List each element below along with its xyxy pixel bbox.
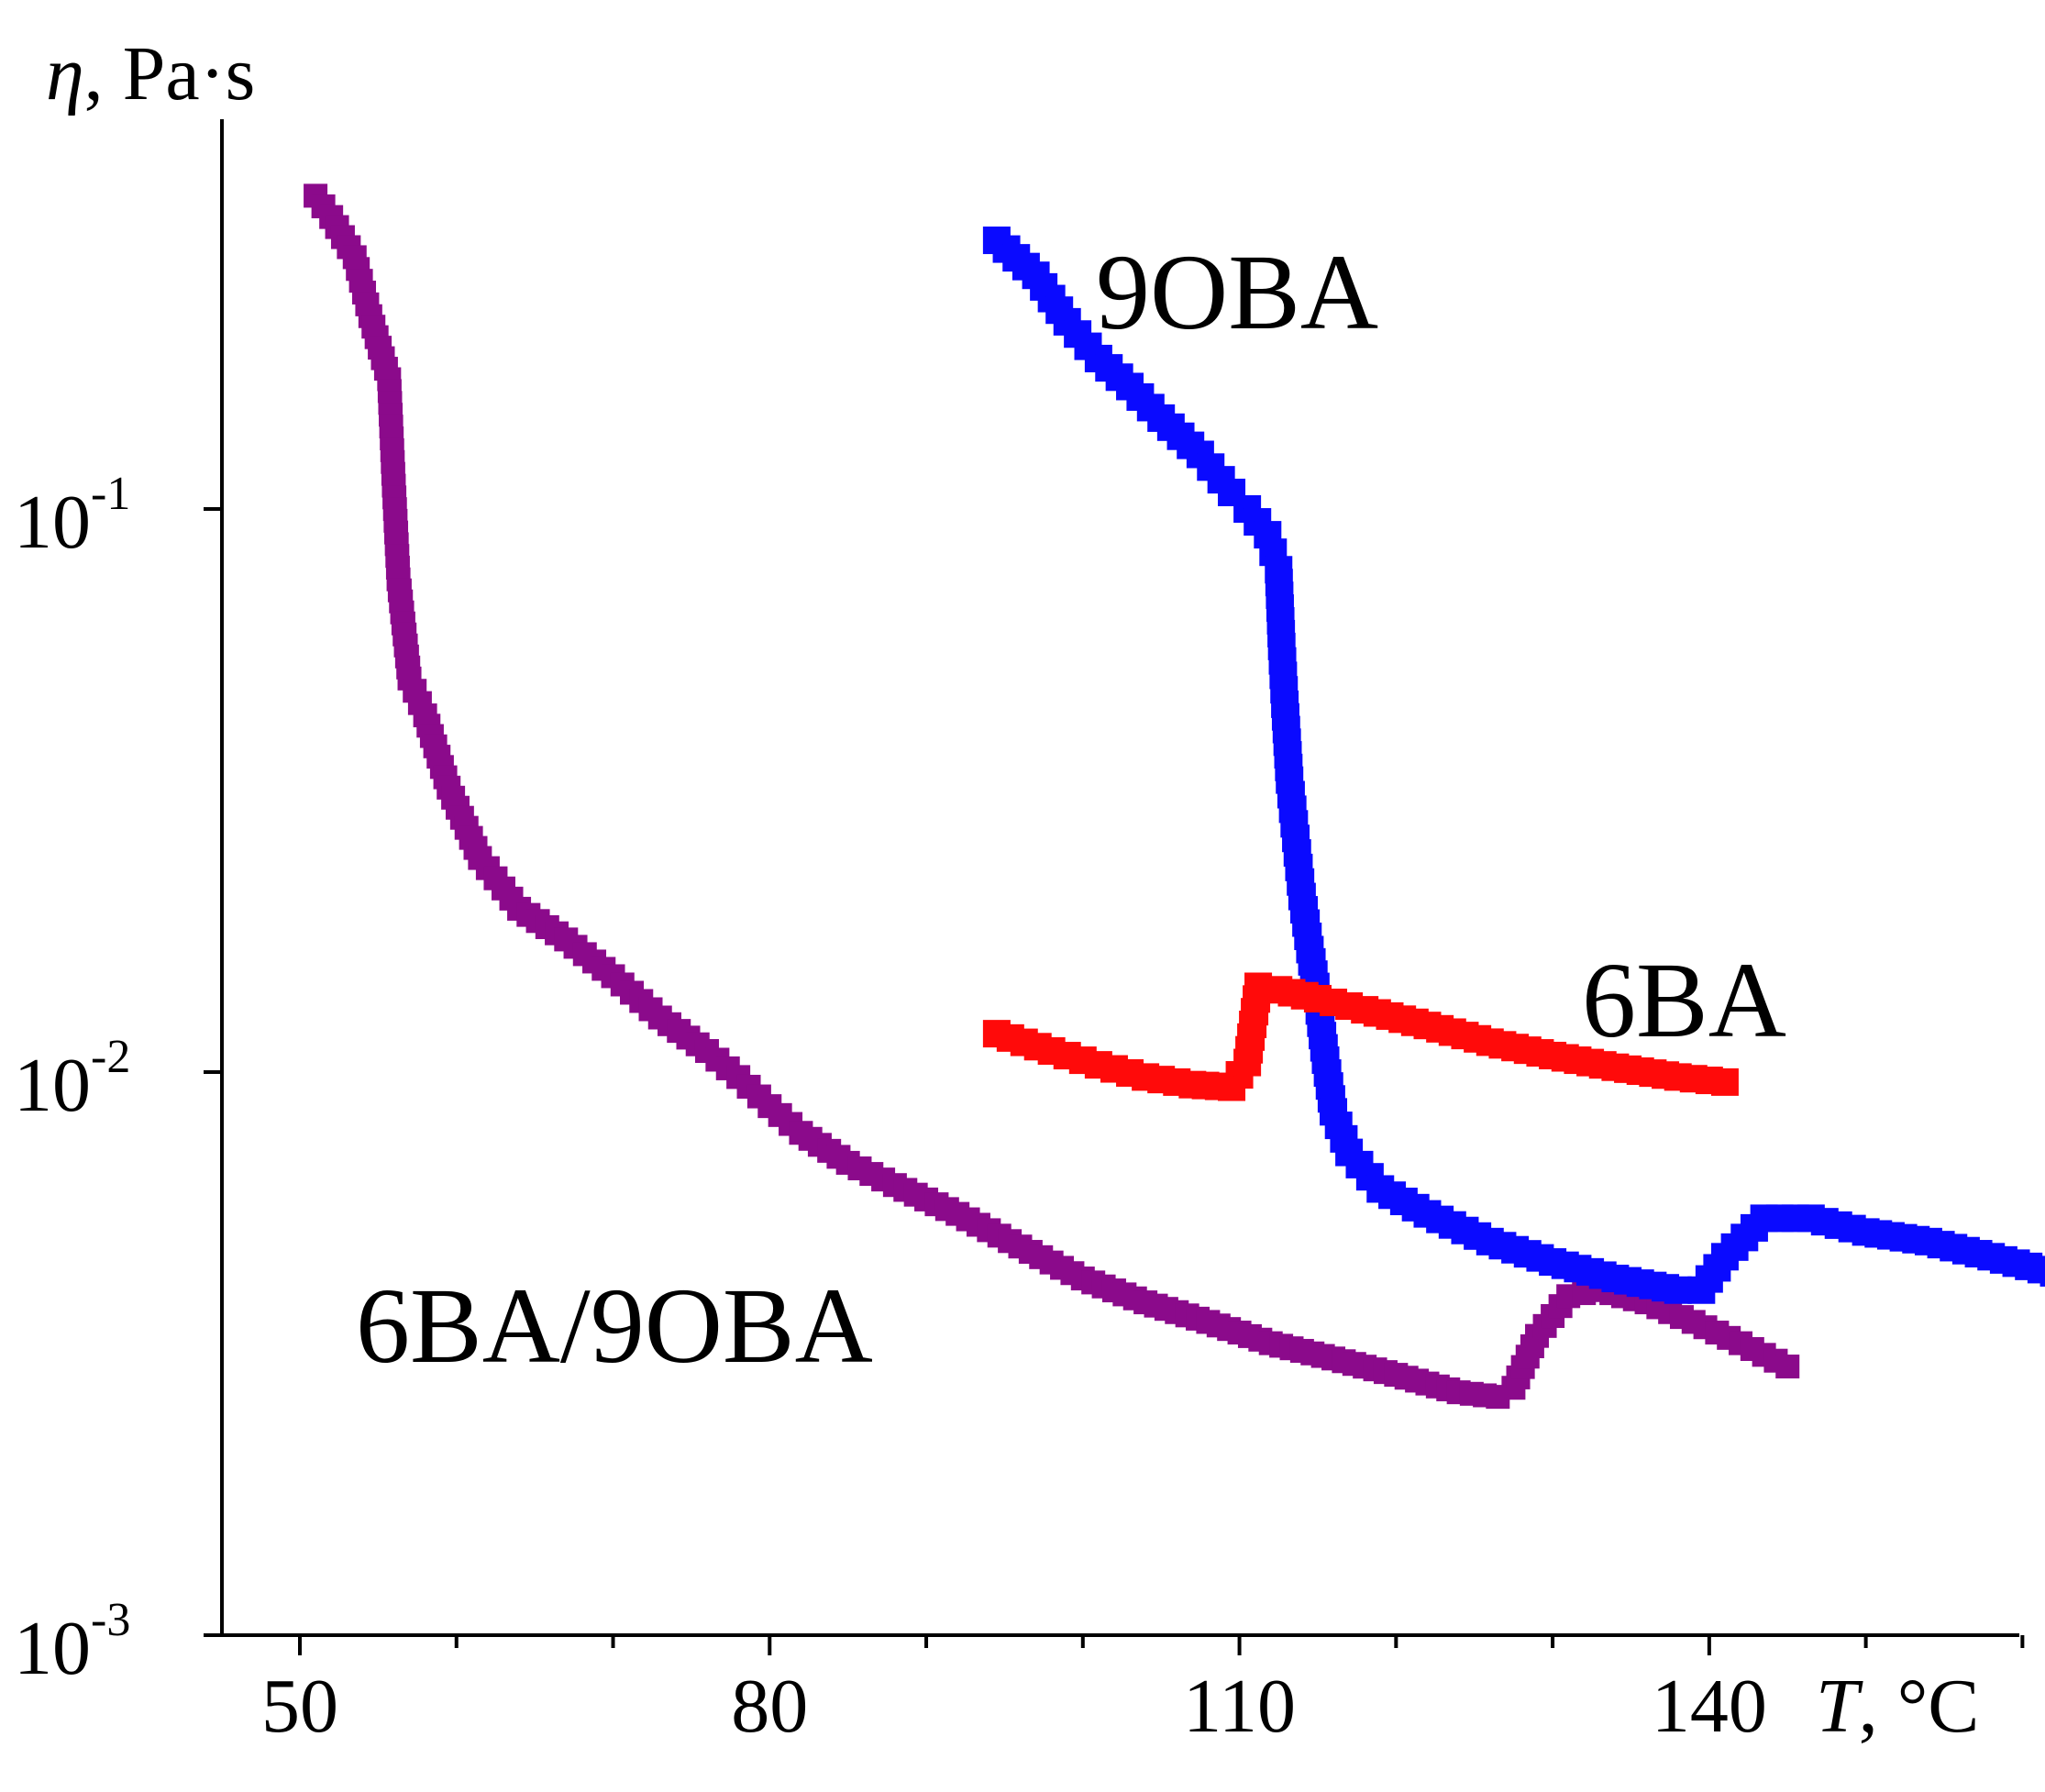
x-axis-symbol: T [1816, 1664, 1863, 1749]
y-tick-label: 10-1 [14, 468, 130, 565]
x-ticks: 50 80 110 140 [261, 1635, 2025, 1749]
series-9oba [982, 227, 2045, 1304]
plot-series [304, 183, 2045, 1410]
series-line-6ba-9oba [314, 194, 1789, 1399]
series-label-6ba: 6BA [1582, 940, 1786, 1060]
series-6ba [982, 972, 1739, 1101]
x-axis-unit: , °C [1859, 1664, 1980, 1749]
y-axis-unit: , Pa·s [84, 31, 256, 116]
series-label-9oba: 9OBA [1096, 232, 1378, 352]
series-6ba-9oba [304, 183, 1800, 1410]
x-tick-label: 50 [261, 1664, 338, 1749]
x-axis-title: T, °C [1816, 1664, 1979, 1749]
y-tick-label: 10-2 [14, 1031, 130, 1128]
y-tick-label: 10-3 [14, 1594, 130, 1691]
x-tick-label: 110 [1183, 1664, 1296, 1749]
y-axis-title: η, Pa·s [46, 31, 255, 116]
data-point [1664, 1276, 1692, 1304]
x-tick-label: 140 [1652, 1664, 1767, 1749]
data-point [1710, 1067, 1739, 1096]
y-axis-symbol: η [46, 31, 84, 116]
data-point [2039, 1258, 2045, 1287]
y-ticks: 10-1 10-2 10-3 [14, 468, 222, 1691]
axes: 50 80 110 140 10-1 10-2 10-3 [14, 119, 2025, 1749]
series-label-6ba-9oba: 6BA/9OBA [356, 1266, 873, 1386]
data-point [1775, 1355, 1800, 1379]
x-tick-label: 80 [731, 1664, 808, 1749]
